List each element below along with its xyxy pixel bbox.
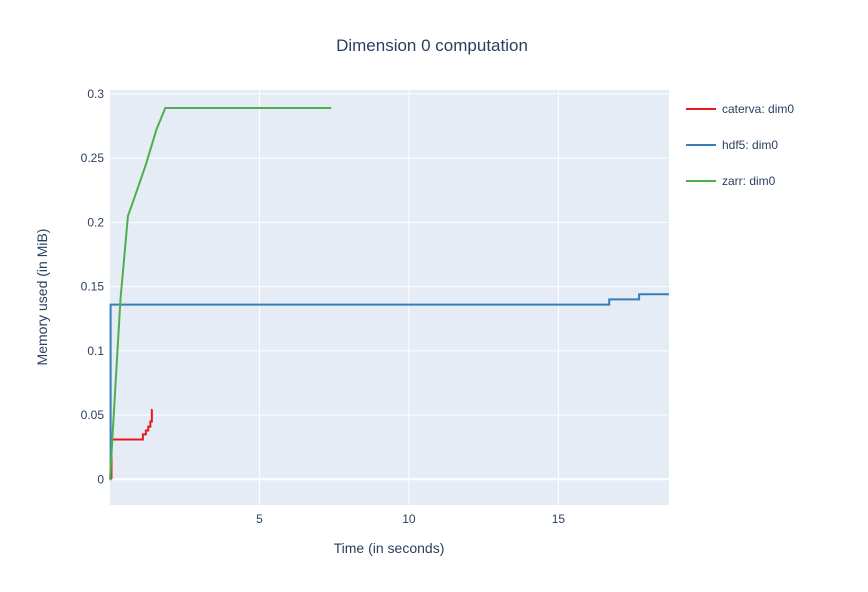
x-tick-label: 5 [256,512,263,526]
x-axis-title: Time (in seconds) [334,540,445,556]
series-line-hdf5 [109,293,669,481]
y-tick-label: 0.25 [81,151,105,165]
y-tick-label: 0.2 [87,215,104,229]
series-line-caterva [110,408,153,480]
y-tick-label: 0.3 [87,87,104,101]
y-tick-label: 0.15 [81,280,105,294]
ticks: 0 0.05 0.1 0.15 0.2 0.25 0.3 5 10 15 [81,87,566,526]
legend-label-caterva: caterva: dim0 [722,102,794,116]
legend-label-zarr: zarr: dim0 [722,174,776,188]
x-tick-label: 10 [402,512,416,526]
legend-label-hdf5: hdf5: dim0 [722,138,778,152]
series-line-zarr [109,106,332,480]
x-tick-label: 15 [552,512,566,526]
y-tick-label: 0.1 [87,344,104,358]
y-tick-label: 0.05 [81,408,105,422]
legend: caterva: dim0 hdf5: dim0 zarr: dim0 [686,102,794,188]
grid [110,90,669,505]
y-tick-label: 0 [97,472,104,486]
y-axis-title: Memory used (in MiB) [34,229,50,366]
chart-title: Dimension 0 computation [336,36,528,55]
traces [109,106,669,481]
plot-background [110,90,669,505]
